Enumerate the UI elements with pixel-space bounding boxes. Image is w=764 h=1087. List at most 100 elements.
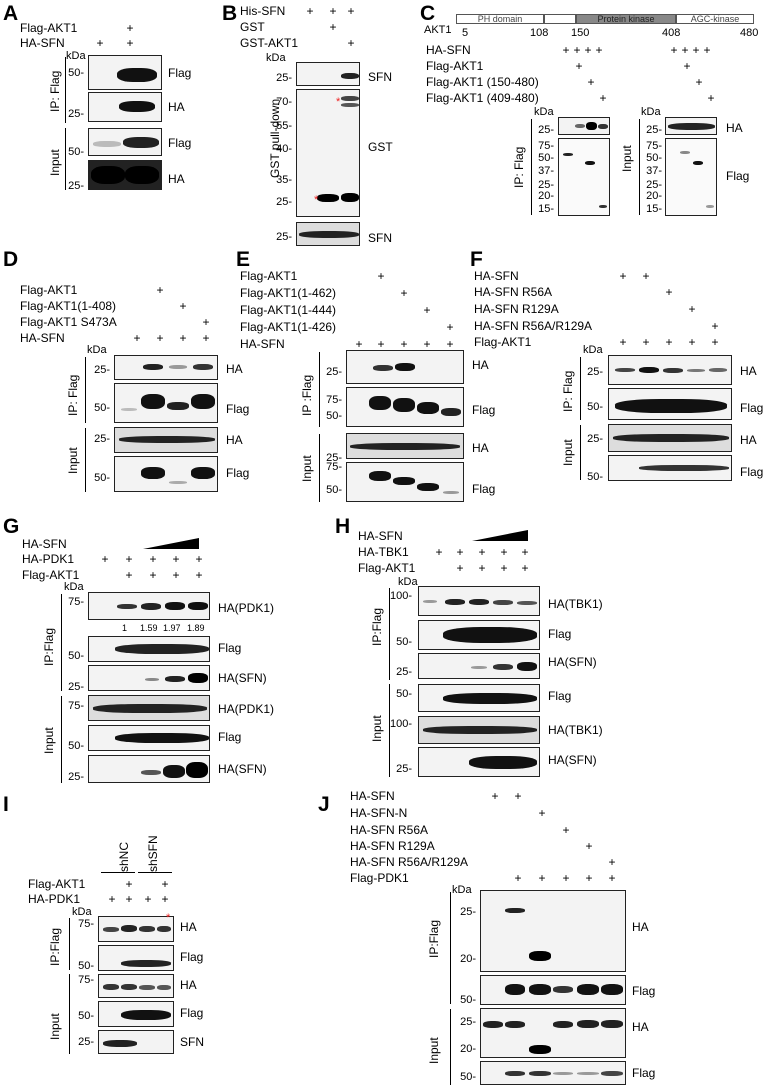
band (575, 124, 585, 128)
band (505, 984, 525, 995)
mark: + (329, 4, 337, 18)
row-label: HA-PDK1 (22, 552, 75, 566)
mark: + (161, 877, 169, 891)
band (601, 1020, 623, 1028)
band (188, 673, 208, 683)
mark: + (642, 269, 650, 283)
mark: + (423, 303, 431, 317)
band (115, 644, 209, 654)
mark: + (108, 892, 116, 906)
band (157, 985, 171, 990)
band (639, 367, 659, 373)
blot-label: Flag (472, 403, 496, 417)
domain-kinase: Protein kinase (576, 14, 676, 24)
row-label: Flag-AKT1 (409-480) (426, 91, 539, 105)
band (141, 467, 165, 479)
mark: + (514, 871, 522, 885)
band (188, 602, 208, 610)
band (668, 123, 715, 130)
mark: + (126, 21, 134, 35)
panel-letter: D (3, 248, 19, 271)
mw-marker: 50- (78, 960, 94, 972)
group-label: IP: Flag (66, 374, 80, 416)
blot-label: HA (726, 121, 743, 135)
asterisk-marker: * (336, 96, 341, 108)
mark: + (377, 269, 385, 283)
group-bracket (580, 357, 581, 420)
mw-marker: 50- (94, 402, 110, 414)
mw-marker: 25- (326, 452, 342, 464)
band (598, 124, 608, 129)
row-label: Flag-AKT1 (20, 21, 78, 35)
blot (88, 55, 162, 90)
kda-label: kDa (452, 884, 472, 896)
mw-marker: 50- (646, 152, 662, 164)
kda-label: kDa (641, 106, 661, 118)
row-label: HA-SFN (358, 529, 403, 543)
mark: + (149, 552, 157, 566)
band (615, 399, 727, 413)
band (663, 368, 683, 373)
blot-label: Flag (180, 950, 204, 964)
mark: + (179, 299, 187, 313)
group-label: Input (427, 1037, 441, 1064)
row-label: HA-SFN R56A (350, 823, 429, 837)
blot-label: SFN (180, 1035, 204, 1049)
mark: + (665, 335, 673, 349)
group-label: Input (48, 1013, 62, 1040)
band (91, 166, 125, 184)
band (553, 986, 573, 993)
band (577, 984, 599, 995)
mark: + (585, 871, 593, 885)
band (706, 205, 714, 208)
blot-label: Flag (168, 66, 192, 80)
blot (114, 427, 218, 453)
band (393, 398, 415, 412)
mark: + (144, 892, 152, 906)
blot-label: Flag (226, 466, 250, 480)
blot (418, 684, 540, 712)
blot (608, 355, 732, 385)
band (165, 676, 185, 682)
group-bracket (69, 918, 70, 970)
band (601, 984, 623, 995)
mark: + (707, 91, 715, 105)
band (341, 103, 359, 107)
mark: + (456, 545, 464, 559)
group-bracket (61, 594, 62, 691)
group-label: IP: Flag (561, 370, 575, 412)
band (417, 483, 439, 491)
row-label: Flag-AKT1 S473A (20, 315, 117, 329)
band (169, 481, 187, 484)
blot (346, 350, 464, 384)
blot (296, 62, 360, 86)
mw-marker: 20- (460, 1043, 476, 1055)
mw-marker: 50- (396, 636, 412, 648)
blot-label: HA (226, 433, 243, 447)
panel-letter: F (470, 248, 483, 271)
mark: + (400, 337, 408, 351)
mark: + (172, 568, 180, 582)
band (369, 396, 391, 410)
band (141, 603, 161, 610)
blot-label: Flag (632, 1066, 656, 1080)
mw-marker: 25- (326, 366, 342, 378)
ratio-value: 1 (122, 623, 128, 633)
band (553, 1021, 573, 1028)
blot-label: GST (368, 140, 393, 154)
mw-marker: 20- (538, 190, 554, 202)
blot (346, 433, 464, 459)
blot-label: HA (226, 362, 243, 376)
band (193, 364, 213, 370)
row-label: Flag-AKT1 (22, 568, 80, 582)
band (103, 984, 119, 990)
protein-label: AKT1 (424, 24, 452, 36)
mark: + (491, 789, 499, 803)
row-label: HA-SFN (350, 789, 395, 803)
blot (418, 747, 540, 777)
blot (98, 945, 174, 971)
mark: + (608, 855, 616, 869)
mw-marker: 50- (538, 152, 554, 164)
band (395, 363, 415, 371)
blot-label: HA (740, 433, 757, 447)
